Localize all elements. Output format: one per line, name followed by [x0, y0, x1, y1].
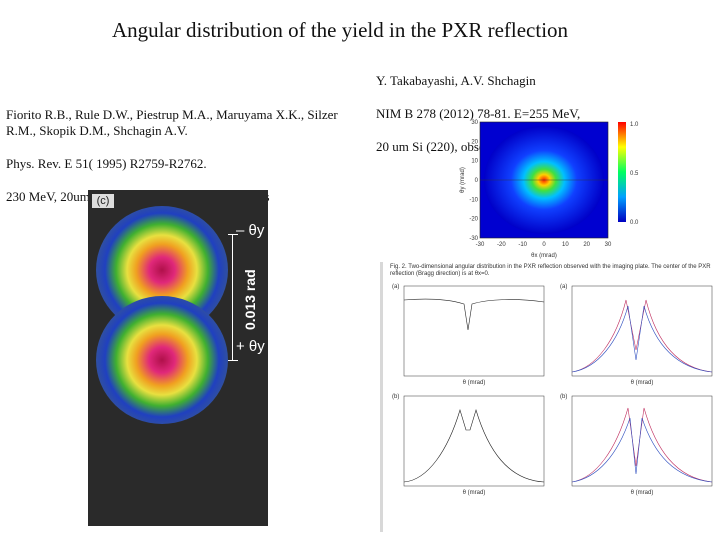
pxr-spot-bottom — [96, 296, 228, 424]
x-tick-label: 10 — [562, 242, 569, 248]
ref-left-authors: Fiorito R.B., Rule D.W., Piestrup M.A., … — [6, 106, 338, 139]
figure-strip — [380, 262, 383, 532]
y-tick-label: 0 — [475, 178, 479, 184]
y-tick-label: 30 — [471, 120, 478, 126]
colorbar-tick-label: 0.5 — [630, 171, 639, 177]
plot-frame — [403, 395, 545, 487]
page-title: Angular distribution of the yield in the… — [111, 18, 569, 42]
y-tick-label: 10 — [471, 159, 478, 165]
y-tick-label: -30 — [469, 236, 478, 242]
figure-caption: Fig. 2. Two-dimensional angular distribu… — [390, 264, 711, 277]
pxr-photo: – θy + θy 0.013 rad — [88, 190, 268, 526]
colorbar-tick-label: 0.0 — [630, 220, 639, 226]
photo-panel-label: (c) — [92, 194, 114, 208]
x-tick-label: -30 — [476, 242, 485, 248]
curve-b-left — [403, 408, 545, 483]
plot-frame — [403, 285, 545, 377]
x-tick-label: 20 — [583, 242, 590, 248]
ref-right-journal: NIM B 278 (2012) 78-81. E=255 MeV, — [376, 105, 581, 121]
curve-a-right-2 — [571, 305, 713, 373]
curve-b-right-1 — [571, 407, 713, 483]
ref-right-authors: Y. Takabayashi, A.V. Shchagin — [376, 72, 536, 88]
panel-label: (b) — [392, 394, 399, 400]
x-tick-label: -10 — [518, 242, 527, 248]
figure-a-right: (a) θ (mrad) — [560, 284, 713, 386]
xlabel: θ (mrad) — [463, 380, 486, 386]
curve-a-right-1 — [571, 299, 713, 373]
label-separation: 0.013 rad — [242, 269, 258, 330]
y-tick-label: -20 — [469, 217, 478, 223]
x-tick-label: 30 — [605, 242, 612, 248]
label-plus-theta: + θy — [236, 338, 265, 355]
label-minus-theta: – θy — [236, 222, 265, 239]
curve-b-right-2 — [571, 417, 713, 483]
heatmap-figure: 1.0 0.5 0.0 -30 -20 -10 0 10 20 30 30 20 10 0 -10 -20… — [460, 120, 639, 259]
plot-frame — [571, 395, 713, 487]
x-tick-label: -20 — [497, 242, 506, 248]
x-tick-label: 0 — [542, 242, 546, 248]
y-tick-label: -10 — [469, 197, 478, 203]
figure-b-right: (b) θ (mrad) — [560, 394, 713, 496]
xlabel: θ (mrad) — [631, 380, 654, 386]
heatmap-colorbar — [618, 122, 626, 222]
curve-a-left — [403, 298, 545, 331]
marker-tick — [228, 360, 238, 361]
plot-frame — [571, 285, 713, 377]
panel-label: (a) — [392, 284, 399, 290]
xlabel: θ (mrad) — [463, 490, 486, 496]
panel-label: (b) — [560, 394, 567, 400]
panel-label: (a) — [560, 284, 567, 290]
xlabel: θ (mrad) — [631, 490, 654, 496]
heatmap-xlabel: θx (mrad) — [531, 253, 557, 259]
marker-tick — [228, 234, 238, 235]
figure-b-left: (b) θ (mrad) — [392, 394, 545, 496]
y-tick-label: 20 — [471, 139, 478, 145]
heatmap-ylabel: θy (mrad) — [460, 167, 466, 193]
reference-left: Fiorito R.B., Rule D.W., Piestrup M.A., … — [6, 90, 362, 206]
marker-line — [232, 234, 233, 360]
colorbar-tick-label: 1.0 — [630, 122, 639, 128]
ref-left-journal: Phys. Rev. E 51( 1995) R2759-R2762. — [6, 156, 207, 171]
figure-a-left: (a) θ (mrad) — [392, 284, 545, 386]
